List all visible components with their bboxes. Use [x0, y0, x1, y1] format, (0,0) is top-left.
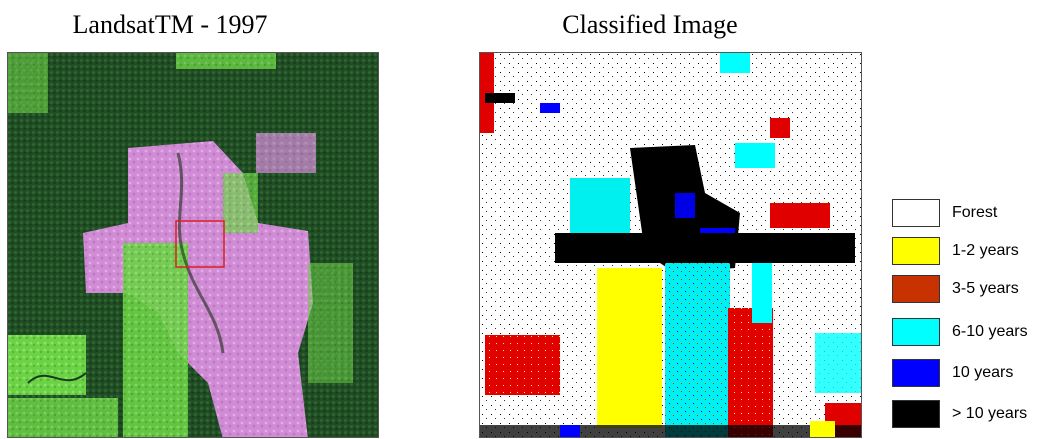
legend-swatch-3-5-years [892, 275, 940, 303]
legend-label-6-10-years: 6-10 years [952, 323, 1028, 340]
legend-label-3-5-years: 3-5 years [952, 280, 1019, 297]
legend-item-10-years: 10 years [892, 359, 1052, 389]
legend-item-1-2-years: 1-2 years [892, 237, 1052, 267]
legend-swatch-10-years [892, 359, 940, 387]
landsat-image-title: LandsatTM - 1997 [72, 10, 268, 39]
legend-swatch-1-2-years [892, 237, 940, 265]
classified-image-graphic [480, 53, 861, 437]
legend-label-over-10-years: > 10 years [952, 405, 1028, 422]
study-area-box [175, 220, 225, 268]
legend-swatch-6-10-years [892, 318, 940, 346]
legend-label-forest: Forest [952, 204, 998, 221]
legend-label-10-years: 10 years [952, 364, 1014, 381]
legend-swatch-over-10-years [892, 400, 940, 428]
legend-item-6-10-years: 6-10 years [892, 318, 1052, 348]
legend-swatch-forest [892, 199, 940, 227]
legend-item-over-10-years: > 10 years [892, 400, 1052, 430]
classified-image-title: Classified Image [562, 10, 738, 39]
legend-label-1-2-years: 1-2 years [952, 242, 1019, 259]
classified-image [479, 52, 862, 438]
landsat-image-graphic [8, 53, 378, 437]
landsat-image [7, 52, 379, 438]
legend-item-forest: Forest [892, 199, 1052, 229]
legend-item-3-5-years: 3-5 years [892, 275, 1052, 305]
